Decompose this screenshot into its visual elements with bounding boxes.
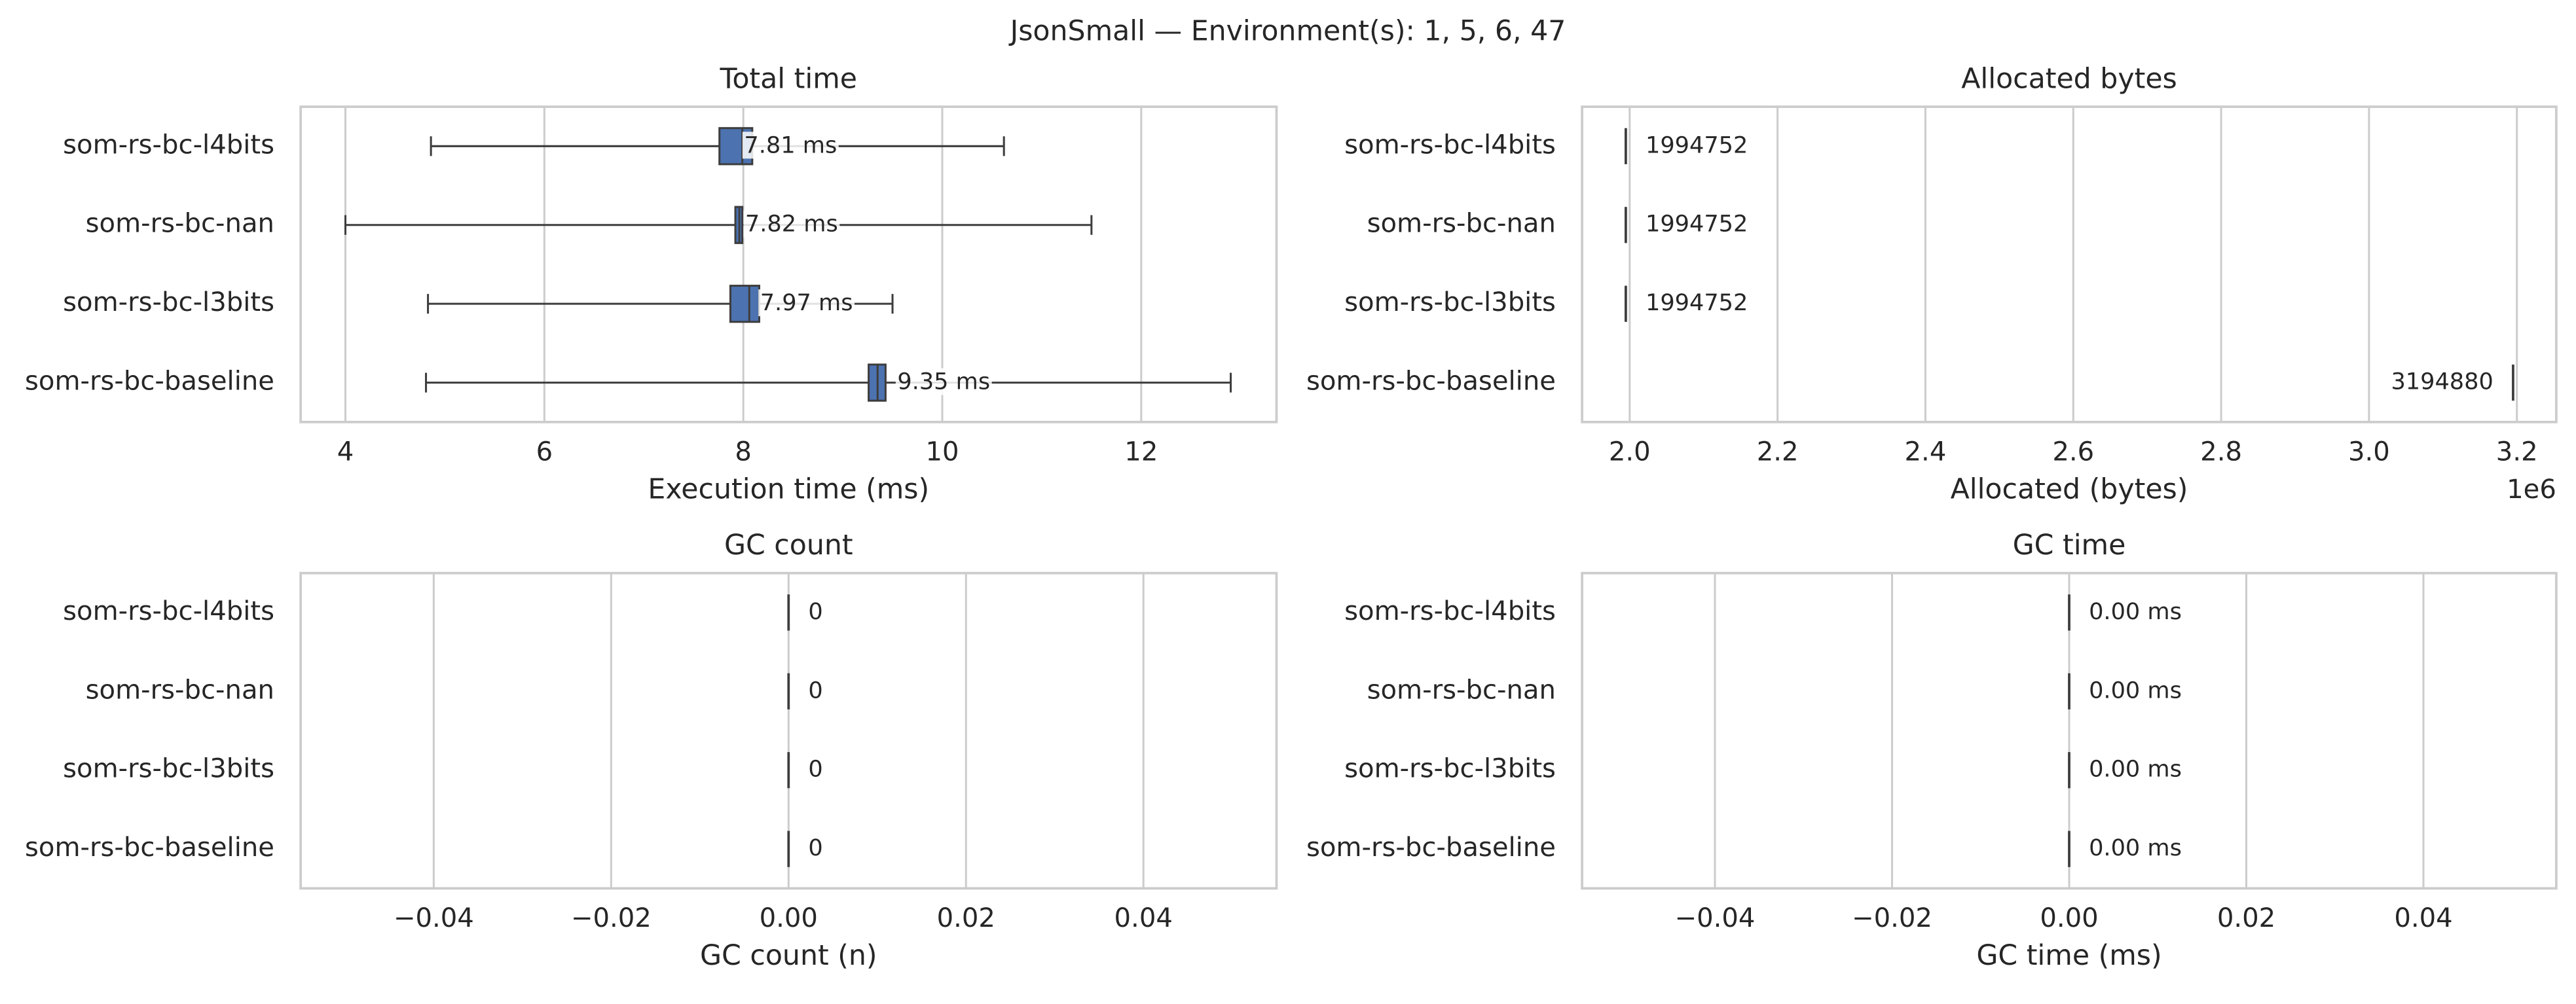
x-tick-label: 8 xyxy=(735,437,752,467)
x-tick-label: 2.0 xyxy=(1609,437,1651,467)
y-tick-label: som-rs-bc-l4bits xyxy=(1344,596,1556,626)
value-label: 1994752 xyxy=(1646,211,1748,238)
label-background xyxy=(895,368,992,395)
y-tick-label: som-rs-bc-nan xyxy=(86,675,274,705)
subplot-title: Total time xyxy=(720,62,857,95)
x-tick-label: −0.02 xyxy=(1852,903,1932,933)
x-tick-label: 12 xyxy=(1124,437,1158,467)
value-label: 9.35 ms xyxy=(897,368,990,395)
value-label: 7.97 ms xyxy=(760,289,853,316)
y-tick-label: som-rs-bc-l3bits xyxy=(63,754,274,784)
x-tick-label: 2.6 xyxy=(2052,437,2094,467)
value-label: 0 xyxy=(808,834,822,861)
label-background xyxy=(742,132,839,159)
value-label: 3194880 xyxy=(2391,368,2493,395)
value-label: 1994752 xyxy=(1646,289,1748,316)
x-tick-label: 0.04 xyxy=(2394,903,2452,933)
y-tick-label: som-rs-bc-baseline xyxy=(25,367,274,397)
x-axis-label: Allocated (bytes) xyxy=(1951,473,2188,506)
x-axis-label: Execution time (ms) xyxy=(648,473,929,506)
y-tick-label: som-rs-bc-l3bits xyxy=(1344,754,1556,784)
y-tick-label: som-rs-bc-l4bits xyxy=(63,596,274,626)
x-tick-label: 3.0 xyxy=(2348,437,2390,467)
x-tick-label: 2.8 xyxy=(2200,437,2242,467)
x-tick-label: 3.2 xyxy=(2496,437,2538,467)
x-tick-label: −0.04 xyxy=(394,903,474,933)
x-axis-label: GC time (ms) xyxy=(1976,939,2162,972)
plot-frame xyxy=(1581,571,2558,890)
x-tick-label: 6 xyxy=(536,437,553,467)
value-label: 1994752 xyxy=(1646,132,1748,158)
box xyxy=(729,285,760,323)
label-background xyxy=(758,289,855,317)
value-label: 0.00 ms xyxy=(2089,756,2182,783)
value-label: 0 xyxy=(808,756,822,783)
x-tick-label: 4 xyxy=(337,437,354,467)
x-tick-label: 0.00 xyxy=(760,903,818,933)
y-tick-label: som-rs-bc-l4bits xyxy=(63,130,274,160)
y-tick-label: som-rs-bc-l3bits xyxy=(1344,287,1556,317)
x-tick-label: 10 xyxy=(925,437,959,467)
x-tick-label: −0.02 xyxy=(571,903,652,933)
value-label: 7.82 ms xyxy=(745,211,838,238)
subplot-title: Allocated bytes xyxy=(1961,62,2177,95)
value-label: 0.00 ms xyxy=(2089,834,2182,861)
value-label: 7.81 ms xyxy=(744,132,837,158)
value-label: 0.00 ms xyxy=(2089,677,2182,704)
plot-frame xyxy=(1581,105,2558,423)
figure-title: JsonSmall — Environment(s): 1, 5, 6, 47 xyxy=(1008,15,1566,48)
y-tick-label: som-rs-bc-nan xyxy=(1367,209,1556,239)
x-tick-label: 0.02 xyxy=(2217,903,2275,933)
value-label: 0 xyxy=(808,677,822,704)
x-tick-label: 0.00 xyxy=(2040,903,2098,933)
x-tick-label: 2.4 xyxy=(1905,437,1947,467)
y-tick-label: som-rs-bc-l3bits xyxy=(63,287,274,317)
y-tick-label: som-rs-bc-nan xyxy=(1367,675,1556,705)
plot-frame xyxy=(299,571,1278,890)
y-tick-label: som-rs-bc-baseline xyxy=(1306,833,1556,863)
subplot-title: GC count xyxy=(724,529,853,562)
y-tick-label: som-rs-bc-baseline xyxy=(25,833,274,863)
y-tick-label: som-rs-bc-nan xyxy=(86,209,274,239)
x-tick-label: 2.2 xyxy=(1757,437,1799,467)
value-label: 0 xyxy=(808,598,822,625)
label-background xyxy=(743,210,840,238)
x-axis-label: GC count (n) xyxy=(700,939,877,972)
x-tick-label: −0.04 xyxy=(1674,903,1755,933)
x-offset-label: 1e6 xyxy=(2507,475,2556,505)
y-tick-label: som-rs-bc-baseline xyxy=(1306,367,1556,397)
x-tick-label: 0.02 xyxy=(937,903,995,933)
subplot-title: GC time xyxy=(2013,529,2126,562)
value-label: 0.00 ms xyxy=(2089,598,2182,625)
y-tick-label: som-rs-bc-l4bits xyxy=(1344,130,1556,160)
x-tick-label: 0.04 xyxy=(1114,903,1173,933)
plot-frame xyxy=(299,105,1278,423)
